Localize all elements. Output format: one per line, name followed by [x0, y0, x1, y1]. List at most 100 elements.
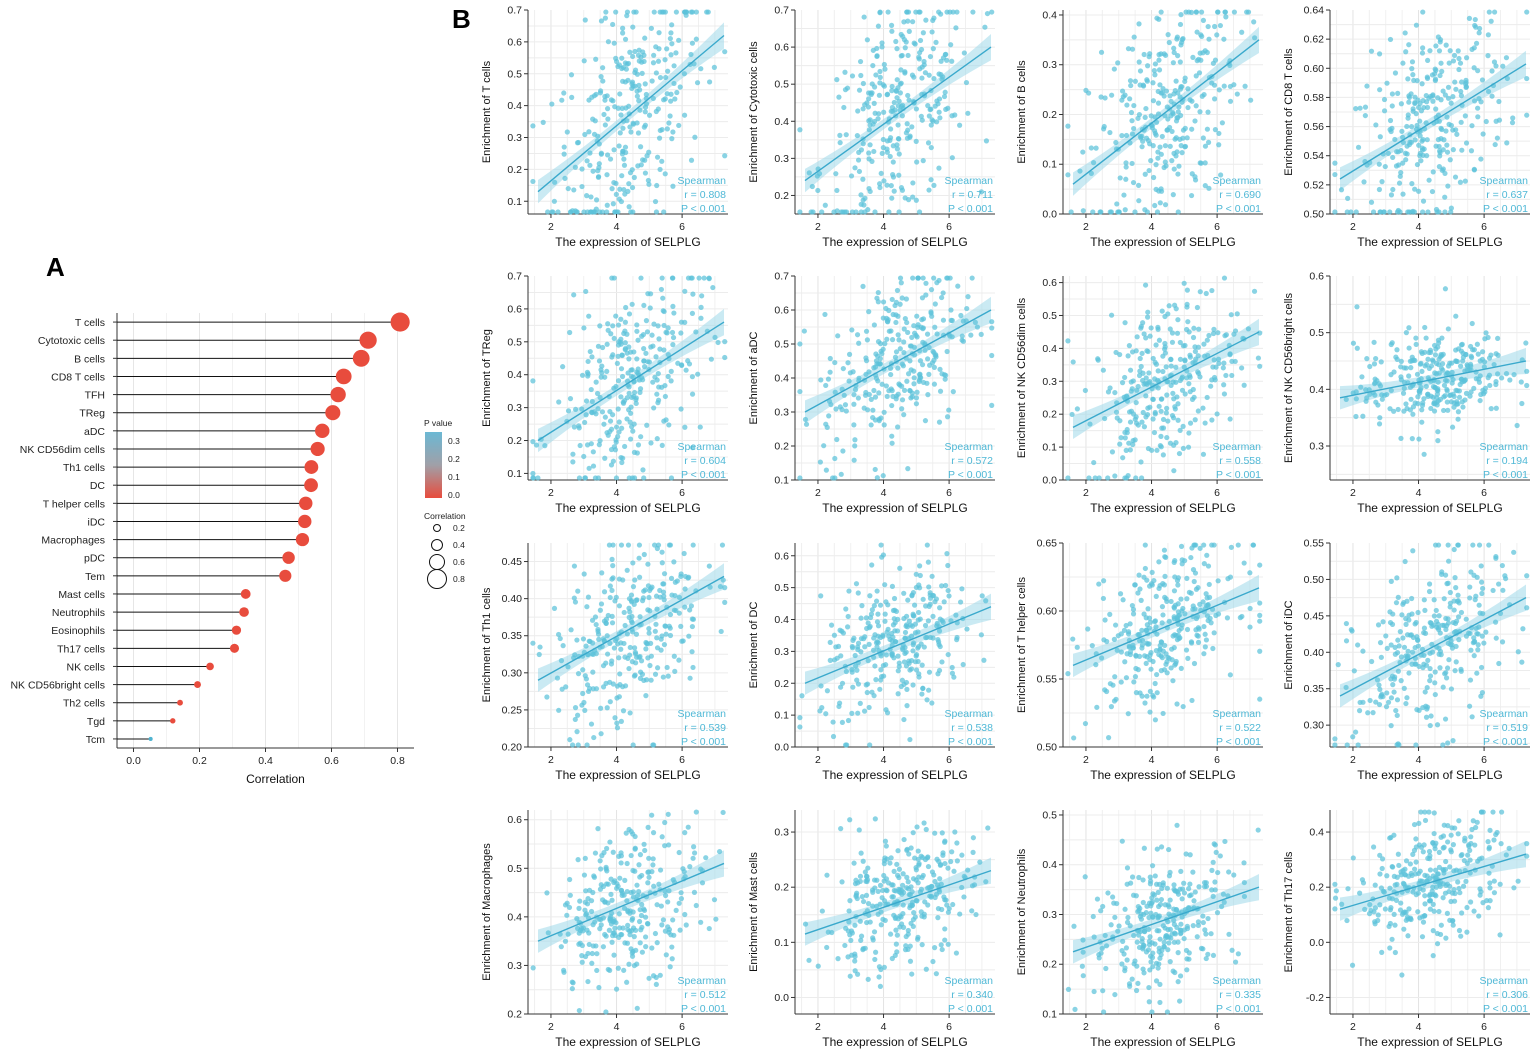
- scatter-point: [621, 967, 627, 973]
- scatter-point: [901, 349, 907, 356]
- scatter-point: [622, 144, 629, 150]
- scatter-point: [643, 91, 649, 98]
- scatter-point: [1476, 30, 1482, 36]
- scatter-point: [897, 90, 903, 96]
- scatter-point: [954, 9, 960, 15]
- scatter-point: [595, 626, 601, 633]
- scatter-point: [1108, 703, 1115, 710]
- scatter-point: [1167, 326, 1173, 332]
- scatter-point: [668, 475, 675, 481]
- scatter-point: [852, 922, 858, 928]
- scatter-point: [1455, 614, 1462, 620]
- scatter-point: [1169, 339, 1176, 345]
- scatter-point: [1098, 49, 1105, 55]
- scatter-point: [1471, 635, 1477, 641]
- scatter-point: [959, 586, 965, 592]
- scatter-point: [901, 387, 908, 393]
- scatter-point: [601, 421, 607, 427]
- scatter-point: [1135, 115, 1141, 121]
- x-tick-label: 0.4: [258, 755, 273, 767]
- scatter-point: [911, 602, 918, 608]
- lollipop-dot: [304, 460, 319, 474]
- scatter-point: [682, 288, 688, 294]
- scatter-point: [926, 344, 932, 351]
- scatter-point: [701, 275, 707, 281]
- scatter-point: [950, 901, 956, 908]
- scatter-point: [566, 904, 573, 911]
- scatter-point: [599, 344, 606, 351]
- stat-r-label: r = 0.711: [952, 189, 993, 201]
- scatter-point: [660, 295, 666, 301]
- scatter-point: [618, 336, 624, 342]
- scatter-point: [562, 938, 569, 944]
- scatter-point: [1152, 359, 1158, 365]
- scatter-point: [806, 957, 812, 963]
- scatter-point: [647, 608, 653, 614]
- scatter-point: [823, 467, 829, 473]
- scatter-point: [818, 593, 824, 599]
- scatter-point: [959, 333, 965, 339]
- scatter-point: [1355, 144, 1362, 150]
- scatter-point: [589, 950, 595, 957]
- scatter-point: [1491, 361, 1497, 368]
- scatter-point: [881, 178, 887, 184]
- scatter-point: [1208, 620, 1214, 626]
- scatter-point: [1202, 644, 1208, 650]
- scatter-point: [613, 437, 619, 443]
- scatter-point: [650, 95, 656, 102]
- scatter-point: [1355, 742, 1361, 748]
- scatter-point: [951, 868, 957, 874]
- scatter-point: [1179, 387, 1186, 393]
- scatter-point: [1173, 379, 1179, 385]
- scatter-point: [642, 81, 648, 87]
- y-tick-label: 0.60: [1304, 63, 1325, 75]
- scatter-point: [1422, 689, 1428, 695]
- scatter-point: [625, 370, 631, 376]
- scatter-point: [1118, 679, 1124, 685]
- scatter-point: [852, 958, 858, 964]
- scatter-point: [946, 407, 952, 413]
- stat-method-label: Spearman: [945, 175, 994, 187]
- scatter-point: [669, 41, 675, 47]
- scatter-point: [636, 918, 643, 925]
- scatter-point: [978, 632, 984, 638]
- scatter-point: [1222, 333, 1228, 339]
- scatter-point: [1189, 545, 1195, 551]
- panel-b-letter: B: [452, 4, 471, 34]
- scatter-point: [643, 318, 650, 324]
- scatter-point: [1216, 142, 1222, 148]
- scatter-point: [1196, 70, 1203, 76]
- scatter-point: [678, 890, 684, 896]
- scatter-point: [1250, 542, 1256, 548]
- x-axis-title: The expression of SELPLG: [1357, 768, 1502, 782]
- scatter-point: [693, 809, 699, 815]
- scatter-point: [1410, 208, 1416, 214]
- scatter-point: [1152, 618, 1159, 624]
- scatter-point: [1146, 54, 1152, 60]
- scatter-point: [1189, 171, 1195, 177]
- y-tick-label: 0.7: [507, 5, 522, 17]
- scatter-point: [1145, 606, 1151, 612]
- scatter-point: [1441, 596, 1447, 602]
- scatter-point: [634, 961, 640, 967]
- scatter-point: [646, 630, 652, 636]
- scatter-point: [1200, 17, 1207, 23]
- scatter-point: [1204, 394, 1210, 401]
- scatter-point: [917, 371, 923, 377]
- scatter-point: [583, 676, 590, 682]
- scatter-point: [1354, 304, 1360, 310]
- scatter-point: [1153, 624, 1159, 630]
- scatter-point: [544, 694, 550, 700]
- scatter-point: [936, 889, 943, 895]
- scatter-point: [629, 928, 635, 934]
- scatter-point: [910, 194, 916, 200]
- scatter-point: [1190, 54, 1196, 60]
- scatter-point: [877, 184, 883, 191]
- y-tick-label: 0.4: [507, 911, 522, 923]
- scatter-point: [1468, 148, 1475, 154]
- scatter-point: [716, 848, 723, 855]
- scatter-point: [599, 363, 605, 369]
- scatter-point: [646, 181, 652, 187]
- scatter-point: [1381, 96, 1388, 103]
